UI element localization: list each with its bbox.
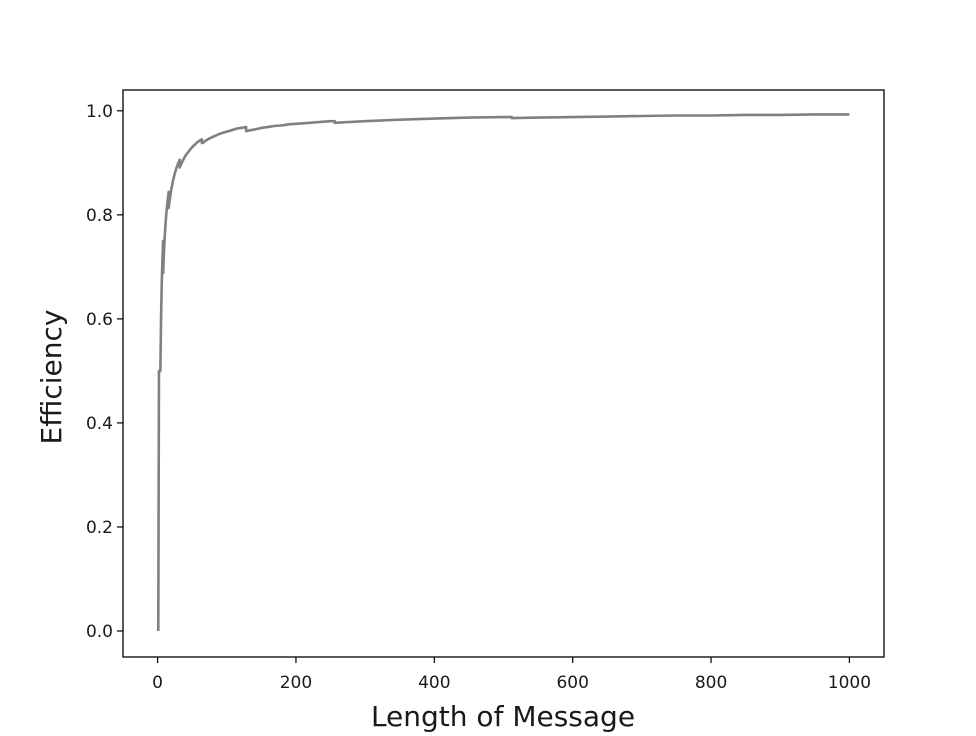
- y-tick-label: 0.8: [86, 206, 113, 226]
- plot-area: [156, 113, 850, 631]
- y-tick-label: 0.2: [86, 518, 113, 538]
- y-axis-label: Efficiency: [35, 310, 68, 445]
- y-tick-label: 0.4: [86, 414, 113, 434]
- series-line-0: [156, 113, 850, 631]
- x-tick-label: 400: [418, 673, 450, 693]
- y-tick-label: 0.6: [86, 310, 113, 330]
- y-tick-label: 1.0: [86, 102, 113, 122]
- x-axis-label: Length of Message: [371, 700, 635, 733]
- x-tick-label: 1000: [828, 673, 871, 693]
- x-tick-label: 600: [556, 673, 588, 693]
- x-tick-label: 800: [695, 673, 727, 693]
- y-tick-label: 0.0: [86, 622, 113, 642]
- x-tick-label: 200: [280, 673, 312, 693]
- y-axis-ticks: 0.0 0.2 0.4 0.6 0.8 1.0: [86, 102, 123, 642]
- axes-frame: [122, 89, 885, 658]
- x-axis-ticks: 0 200 400 600 800 1000: [152, 657, 871, 693]
- x-tick-label: 0: [152, 673, 163, 693]
